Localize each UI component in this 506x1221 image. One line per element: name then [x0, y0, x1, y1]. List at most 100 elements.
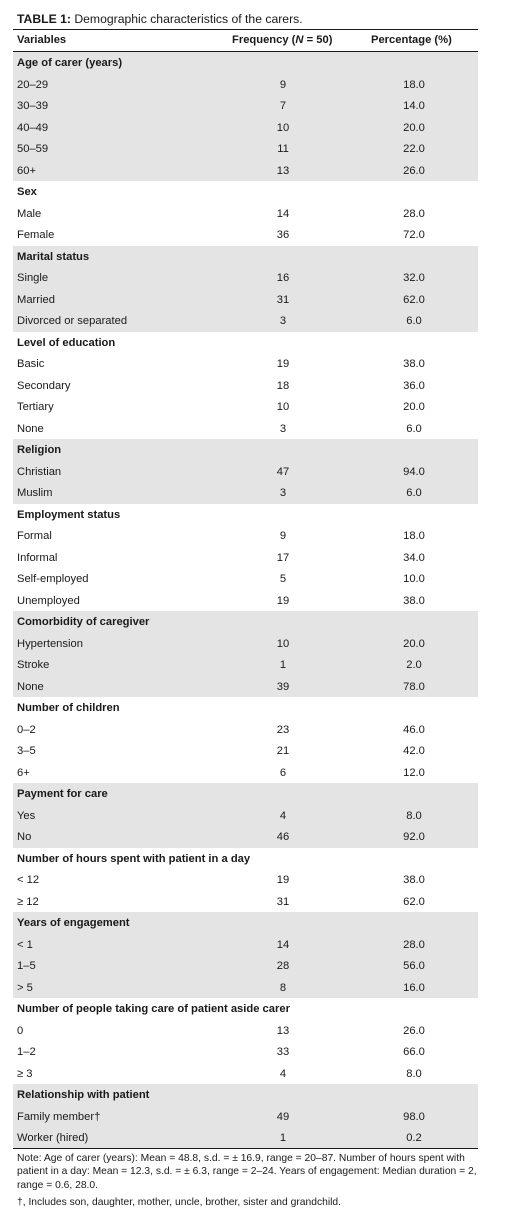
row-percentage: 18.0	[403, 78, 425, 91]
header-percentage: Percentage (%)	[371, 34, 452, 46]
table-header: Variables Frequency (N = 50) Percentage …	[13, 30, 478, 51]
table-row: ≥ 3 4 8.0	[13, 1063, 478, 1085]
row-label: Basic	[17, 358, 45, 370]
group-title: Years of engagement	[17, 917, 130, 929]
row-frequency: 1	[279, 659, 287, 671]
row-label: 1–2	[17, 1046, 36, 1058]
table-row: No 46 92.0	[13, 826, 478, 848]
table-row: Male 14 28.0	[13, 203, 478, 225]
row-label: Christian	[17, 465, 62, 478]
row-frequency: 6	[279, 766, 287, 779]
row-label: 1–5	[17, 960, 36, 972]
group-header-row: Number of hours spent with patient in a …	[13, 848, 478, 870]
row-frequency: 11	[277, 143, 289, 155]
row-percentage: 62.0	[403, 895, 425, 908]
table-row: 1–2 33 66.0	[13, 1041, 478, 1063]
row-frequency: 13	[276, 164, 290, 177]
row-percentage: 38.0	[403, 874, 425, 886]
row-label: 0	[17, 1024, 24, 1037]
group-title: Sex	[17, 186, 37, 198]
row-percentage: 26.0	[403, 164, 425, 177]
group-header-row: Level of education	[13, 332, 478, 354]
row-label: 60+	[17, 164, 36, 177]
row-percentage: 28.0	[403, 938, 425, 951]
table-row: 50–59 11 22.0	[13, 138, 478, 160]
group-title: Comorbidity of caregiver	[17, 616, 150, 628]
table-row: ≥ 12 31 62.0	[13, 891, 478, 913]
row-label: Hypertension	[17, 637, 83, 650]
row-label: 30–39	[17, 100, 49, 112]
table-row: Informal 17 34.0	[13, 547, 478, 569]
table-row: Family member† 49 98.0	[13, 1105, 478, 1127]
group-title: Relationship with patient	[17, 1089, 150, 1101]
row-percentage: 66.0	[403, 1046, 425, 1058]
row-label: Worker (hired)	[17, 1132, 89, 1144]
group-title: Marital status	[17, 250, 90, 263]
row-frequency: 18	[276, 379, 290, 392]
row-percentage: 56.0	[403, 960, 425, 972]
row-percentage: 16.0	[403, 981, 425, 994]
table-row: 0 13 26.0	[13, 1020, 478, 1042]
row-label: < 12	[17, 874, 40, 886]
row-label: Female	[17, 229, 55, 241]
row-percentage: 20.0	[403, 637, 425, 650]
row-label: Muslim	[17, 487, 53, 499]
row-frequency: 17	[276, 551, 290, 564]
row-percentage: 98.0	[403, 1110, 425, 1123]
row-label: Self-employed	[17, 573, 89, 585]
row-frequency: 7	[279, 100, 287, 112]
row-percentage: 18.0	[403, 530, 425, 542]
row-label: Tertiary	[17, 401, 54, 413]
row-frequency: 31	[276, 895, 290, 908]
row-frequency: 4	[279, 809, 287, 822]
row-label: Secondary	[17, 379, 71, 392]
table-row: 0–2 23 46.0	[13, 719, 478, 741]
table-row: Hypertension 10 20.0	[13, 632, 478, 654]
row-frequency: 14	[276, 938, 290, 951]
row-percentage: 94.0	[403, 465, 425, 478]
row-label: Family member†	[17, 1110, 101, 1123]
row-label: ≥ 12	[17, 895, 39, 908]
row-label: 6+	[17, 766, 30, 779]
row-frequency: 39	[276, 680, 290, 693]
row-percentage: 8.0	[406, 809, 422, 822]
row-label: No	[17, 831, 32, 843]
row-percentage: 46.0	[403, 723, 425, 736]
row-percentage: 32.0	[403, 272, 425, 284]
row-percentage: 20.0	[403, 121, 425, 134]
footnote-text: †, Includes son, daughter, mother, uncle…	[17, 1197, 341, 1209]
table-row: Female 36 72.0	[13, 224, 478, 246]
row-percentage: 2.0	[406, 659, 422, 671]
top-rule	[13, 29, 478, 30]
row-frequency: 46	[276, 831, 290, 843]
table-row: > 5 8 16.0	[13, 976, 478, 998]
row-frequency: 5	[279, 573, 287, 585]
row-frequency: 13	[276, 1024, 290, 1037]
group-title: Religion	[17, 444, 62, 456]
row-percentage: 28.0	[403, 207, 425, 220]
row-frequency: 3	[279, 487, 287, 499]
row-label: Formal	[17, 530, 52, 542]
row-frequency: 47	[276, 465, 290, 478]
table-row: Formal 9 18.0	[13, 525, 478, 547]
row-frequency: 1	[279, 1132, 287, 1144]
row-percentage: 6.0	[406, 315, 422, 327]
table-row: < 1 14 28.0	[13, 933, 478, 955]
group-header-row: Employment status	[13, 504, 478, 526]
table-row: Worker (hired) 1 0.2	[13, 1127, 478, 1149]
row-frequency: 10	[276, 637, 290, 650]
group-header-row: Payment for care	[13, 783, 478, 805]
table-note: Note: Age of carer (years): Mean = 48.8,…	[17, 1152, 482, 1210]
row-label: Informal	[17, 551, 58, 564]
table-row: Basic 19 38.0	[13, 353, 478, 375]
row-frequency: 4	[279, 1067, 287, 1080]
row-percentage: 92.0	[403, 831, 425, 843]
row-label: Married	[17, 293, 55, 306]
row-label: Stroke	[17, 659, 50, 671]
table-row: Yes 4 8.0	[13, 804, 478, 826]
row-label: 3–5	[17, 745, 36, 757]
row-percentage: 38.0	[403, 358, 425, 370]
table-row: Christian 47 94.0	[13, 460, 478, 482]
row-frequency: 28	[276, 960, 290, 972]
table-row: 40–49 10 20.0	[13, 116, 478, 138]
